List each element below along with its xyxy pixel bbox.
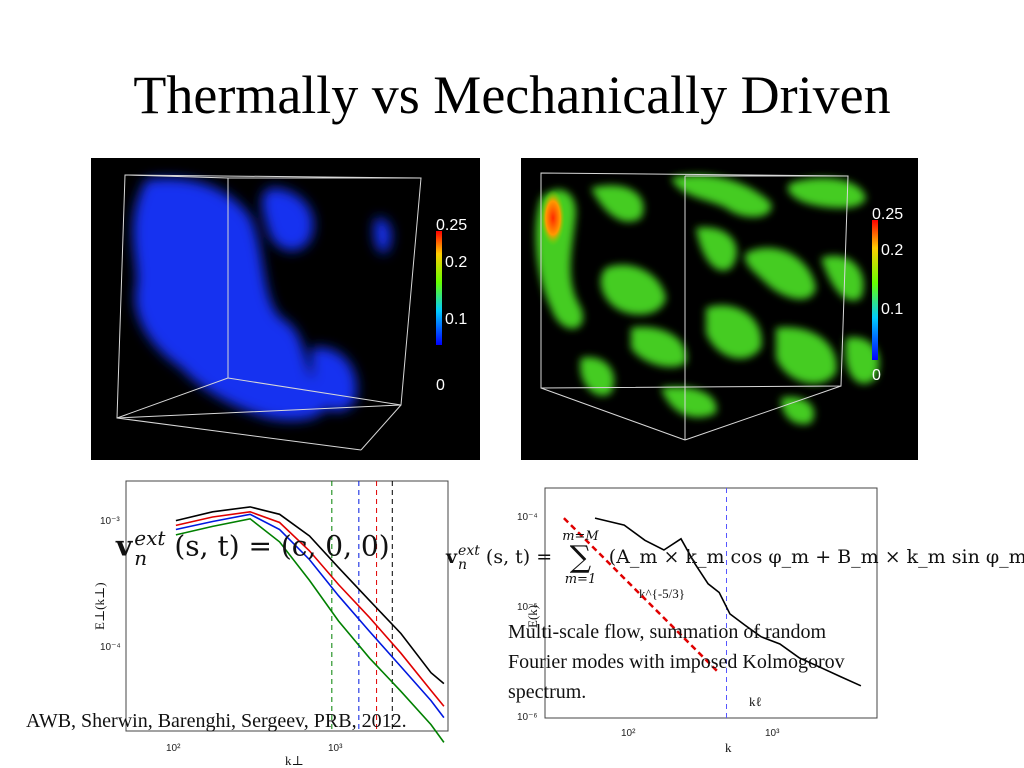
method-note: Multi-scale flow, summation of random Fo… bbox=[508, 617, 938, 707]
series-line bbox=[563, 517, 719, 673]
hot-spot bbox=[541, 190, 565, 246]
y-tick-label: 10⁻⁶ bbox=[517, 712, 538, 723]
summand: (A_m × k_m cos φ_m + B_m × k_m sin φ_m) bbox=[608, 546, 1024, 568]
colorbar-tick-max: 0.25 bbox=[436, 217, 467, 234]
energy-spectrum-plot: 10⁻⁴ 10⁻⁵ 10⁻⁶ 10² 10³ k E(k) k^{-5/3} k… bbox=[505, 480, 885, 768]
thermal-render-panel: 0.25 0.2 0.1 0 bbox=[91, 158, 480, 460]
x-tick-label: 10³ bbox=[328, 743, 343, 754]
sum-lower: m=1 bbox=[564, 572, 597, 587]
sum-upper: m=M bbox=[562, 529, 599, 544]
mechanical-render-svg: 0.25 0.2 0.1 0 bbox=[535, 172, 903, 441]
equation-rhs: (s, t) = (c, 0, 0) bbox=[174, 529, 390, 563]
slide-title: Thermally vs Mechanically Driven bbox=[133, 65, 891, 125]
velocity-symbol: v bbox=[446, 546, 458, 568]
perpendicular-spectrum-plot: 10⁻³ 10⁻⁴ 10² 10³ k⊥ E⊥(k⊥) bbox=[80, 470, 460, 768]
y-axis-label: E⊥(k⊥) bbox=[92, 582, 107, 630]
spectrum-series bbox=[175, 506, 445, 743]
x-tick-label: 10² bbox=[621, 728, 636, 739]
x-axis-label: k⊥ bbox=[285, 753, 304, 768]
x-axis-label: k bbox=[725, 740, 732, 755]
perpendicular-spectrum-svg: 10⁻³ 10⁻⁴ 10² 10³ k⊥ E⊥(k⊥) bbox=[92, 480, 449, 768]
series-line bbox=[175, 506, 445, 685]
cube-wireframe bbox=[116, 174, 422, 451]
note-line: Fourier modes with imposed Kolmogorov bbox=[508, 651, 845, 673]
colorbar-tick-0-1: 0.1 bbox=[881, 301, 903, 318]
colorbar-tick-max: 0.25 bbox=[872, 206, 903, 223]
colorbar-tick-0-2: 0.2 bbox=[445, 254, 467, 271]
note-line: spectrum. bbox=[508, 681, 587, 703]
green-vortex-tubes bbox=[535, 174, 880, 425]
colorbar-tick-0: 0 bbox=[436, 377, 445, 394]
energy-spectrum-svg: 10⁻⁴ 10⁻⁵ 10⁻⁶ 10² 10³ k E(k) k^{-5/3} k… bbox=[517, 487, 878, 755]
plot-frame bbox=[125, 480, 449, 732]
series-line bbox=[175, 510, 445, 707]
plot-frame bbox=[544, 487, 878, 719]
y-tick-label: 10⁻⁵ bbox=[517, 602, 538, 613]
superscript: ext bbox=[458, 543, 480, 559]
note-line: Multi-scale flow, summation of random bbox=[508, 621, 827, 643]
spectrum-series bbox=[563, 517, 862, 687]
equation-args: (s, t) = bbox=[485, 546, 553, 568]
colorbar bbox=[436, 231, 442, 345]
random-modes-equation: v ext n (s, t) = m=M ∑ m=1 (A_m × k_m co… bbox=[446, 530, 1024, 586]
y-tick-label: 10⁻⁴ bbox=[100, 642, 121, 653]
colorbar bbox=[872, 220, 878, 360]
y-axis-label: E(k) bbox=[525, 605, 540, 628]
x-tick-label: 10³ bbox=[765, 728, 780, 739]
cutoff-lines bbox=[331, 481, 393, 731]
subscript: n bbox=[458, 557, 468, 573]
y-tick-label: 10⁻⁴ bbox=[517, 512, 538, 523]
series-line bbox=[594, 517, 862, 687]
velocity-symbol: v bbox=[116, 529, 133, 563]
uniform-drive-equation: v ext n (s, t) = (c, 0, 0) bbox=[116, 528, 390, 568]
colorbar-tick-0: 0 bbox=[872, 367, 881, 384]
slope-annotation: k^{-5/3} bbox=[639, 586, 685, 601]
series-line bbox=[175, 517, 445, 743]
colorbar-tick-0-1: 0.1 bbox=[445, 311, 467, 328]
citation: AWB, Sherwin, Barenghi, Sergeev, PRB, 20… bbox=[26, 710, 407, 732]
sum-sign-icon: ∑ bbox=[569, 540, 592, 575]
y-tick-label: 10⁻³ bbox=[100, 516, 120, 527]
mechanical-render-panel: 0.25 0.2 0.1 0 bbox=[521, 158, 918, 460]
superscript: ext bbox=[134, 526, 166, 550]
blue-vorticity-blobs bbox=[133, 178, 392, 421]
thermal-render-svg: 0.25 0.2 0.1 0 bbox=[116, 174, 467, 451]
cube-wireframe bbox=[540, 172, 849, 441]
series-line bbox=[175, 513, 445, 719]
summation: m=M ∑ m=1 bbox=[562, 530, 599, 586]
dissipation-scale-annotation: kℓ bbox=[749, 694, 762, 709]
subscript: n bbox=[134, 546, 148, 570]
x-tick-label: 10² bbox=[166, 743, 181, 754]
colorbar-tick-0-2: 0.2 bbox=[881, 242, 903, 259]
